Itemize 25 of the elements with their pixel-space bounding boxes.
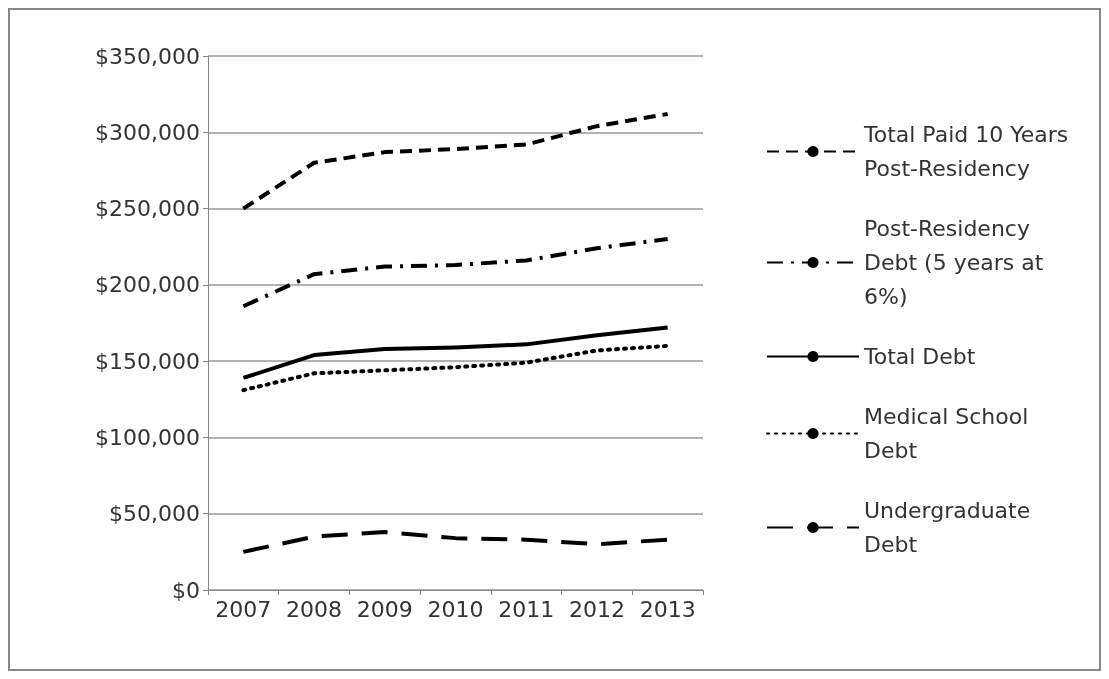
x-tick-label: 2007 — [215, 596, 272, 622]
x-tick-label: 2011 — [498, 596, 555, 622]
line-series — [241, 325, 670, 380]
legend-label: Total Paid 10 Years Post-Residency — [863, 122, 1076, 181]
x-tick-label: 2013 — [639, 596, 696, 622]
y-tick-label: $0 — [172, 577, 200, 603]
legend-label: Undergraduate Debt — [864, 498, 1038, 557]
y-tick-label: $50,000 — [109, 501, 200, 527]
line-series — [241, 343, 670, 393]
y-tick-label: $300,000 — [95, 119, 200, 145]
y-tick-label: $200,000 — [95, 272, 200, 298]
x-tick-label: 2008 — [286, 596, 343, 622]
legend-label: Post-Residency Debt (5 years at 6%) — [864, 216, 1051, 309]
y-tick-label: $150,000 — [95, 348, 200, 374]
line-series — [241, 237, 670, 309]
x-tick-label: 2010 — [427, 596, 484, 622]
x-tick-label: 2012 — [568, 596, 625, 622]
y-tick-label: $350,000 — [95, 43, 200, 69]
x-tick-label: 2009 — [356, 596, 413, 622]
y-tick-label: $100,000 — [95, 424, 200, 450]
line-series — [241, 111, 670, 211]
legend-label: Medical School Debt — [864, 404, 1036, 463]
legend-label: Total Debt — [863, 344, 976, 369]
line-series — [241, 530, 670, 554]
y-tick-label: $250,000 — [95, 196, 200, 222]
